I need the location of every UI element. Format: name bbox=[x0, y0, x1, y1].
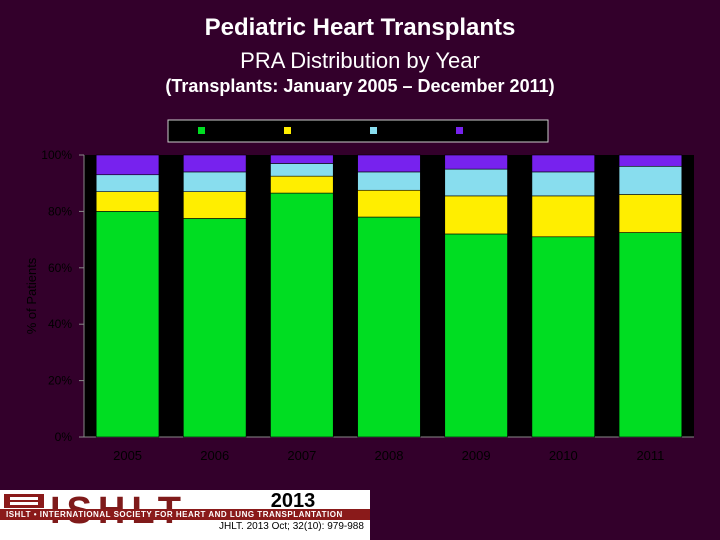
ishlt-tagline-band bbox=[0, 509, 370, 520]
y-tick-label: 20% bbox=[48, 374, 72, 388]
bar-segment bbox=[531, 154, 595, 173]
bar-segment bbox=[618, 232, 683, 438]
bar-segment bbox=[183, 171, 247, 192]
legend-swatch bbox=[284, 127, 291, 134]
legend-swatch bbox=[198, 127, 205, 134]
legend-swatch bbox=[370, 127, 377, 134]
bar-segment bbox=[444, 233, 508, 438]
legend-swatch bbox=[456, 127, 463, 134]
bar-segment bbox=[95, 211, 160, 438]
ishlt-logo-mark-icon bbox=[4, 494, 44, 508]
bar-segment bbox=[357, 154, 421, 173]
bar-segment bbox=[270, 175, 334, 194]
y-axis-label: % of Patients bbox=[24, 257, 39, 334]
bar-segment bbox=[183, 191, 247, 219]
bar-segment bbox=[618, 154, 683, 167]
bar-segment bbox=[444, 168, 508, 197]
bar-segment bbox=[618, 165, 683, 195]
bar-segment bbox=[444, 154, 508, 170]
y-tick-label: 40% bbox=[48, 317, 72, 331]
legend bbox=[167, 119, 549, 143]
slide-title: Pediatric Heart Transplants bbox=[204, 14, 516, 41]
citation: JHLT. 2013 Oct; 32(10): 979-988 bbox=[219, 521, 364, 532]
x-tick-label: 2005 bbox=[113, 448, 142, 463]
bar-segment bbox=[270, 154, 334, 164]
bar-segment bbox=[357, 189, 421, 218]
slide-subtitle: PRA Distribution by Year bbox=[240, 48, 480, 73]
y-tick-label: 0% bbox=[55, 430, 73, 444]
ishlt-footer: ISHLT 2013 JHLT. 2013 Oct; 32(10): 979-9… bbox=[0, 490, 370, 540]
x-tick-label: 2006 bbox=[200, 448, 229, 463]
bar-segment bbox=[270, 163, 334, 177]
bar-segment bbox=[618, 194, 683, 233]
bar-segment bbox=[531, 195, 595, 238]
bar-segment bbox=[357, 216, 421, 438]
x-tick-label: 2011 bbox=[636, 448, 664, 463]
ishlt-tagline: ISHLT • INTERNATIONAL SOCIETY FOR HEART … bbox=[6, 510, 343, 519]
logo-year: 2013 bbox=[270, 490, 316, 512]
bar-segment bbox=[183, 154, 247, 173]
x-tick-label: 2010 bbox=[549, 448, 578, 463]
x-tick-label: 2007 bbox=[287, 448, 316, 463]
x-tick-label: 2008 bbox=[375, 448, 404, 463]
slide-period: (Transplants: January 2005 – December 20… bbox=[165, 76, 555, 96]
bar-segment bbox=[95, 154, 160, 176]
y-tick-label: 80% bbox=[48, 204, 72, 218]
stacked-bar-chart: 0% 20% 40% 60% 80% 100% 2005 2006 2007 2008 2009 20… bbox=[24, 119, 694, 463]
bar-segment bbox=[531, 171, 595, 197]
bar-segment bbox=[444, 195, 508, 235]
x-tick-label: 2009 bbox=[462, 448, 491, 463]
bar-segment bbox=[531, 236, 595, 438]
y-tick-label: 60% bbox=[48, 261, 72, 275]
bar-segment bbox=[95, 191, 160, 212]
bar-segment bbox=[270, 192, 334, 438]
y-tick-label: 100% bbox=[41, 148, 72, 162]
bar-segment bbox=[183, 218, 247, 438]
bar-segment bbox=[357, 171, 421, 191]
bar-segment bbox=[95, 174, 160, 192]
